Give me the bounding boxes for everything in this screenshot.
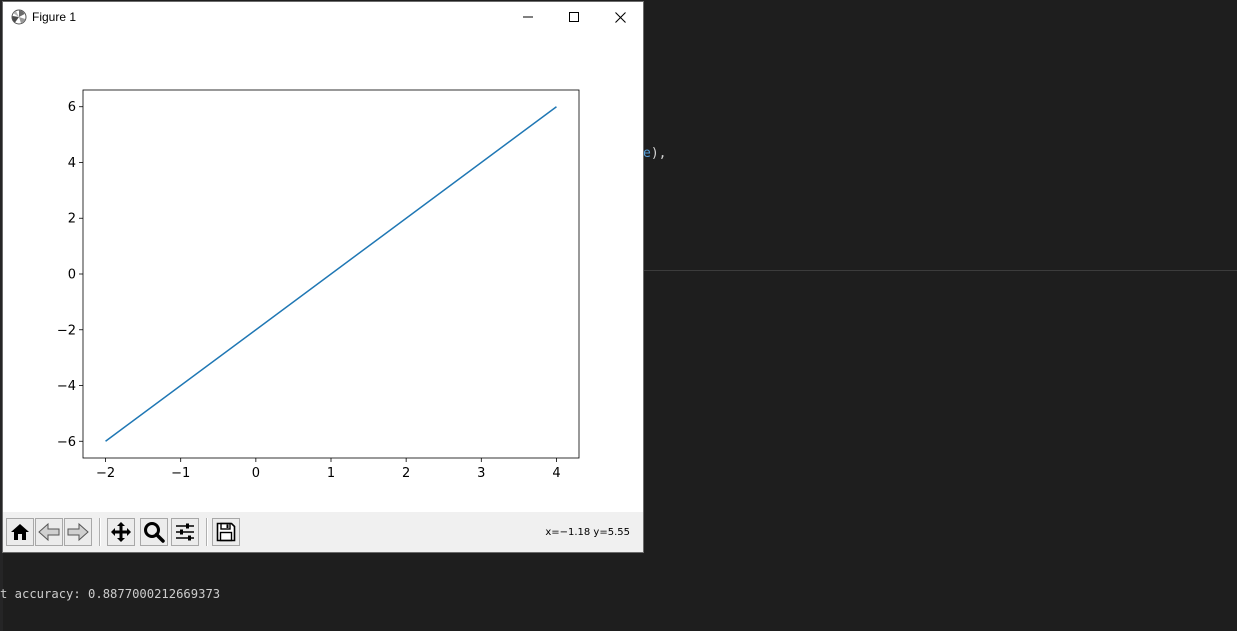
- configure-subplots-icon: [176, 523, 194, 541]
- minimize-icon: [523, 16, 533, 18]
- window-titlebar[interactable]: Figure 1: [3, 2, 643, 32]
- save-button[interactable]: [212, 518, 240, 546]
- maximize-button[interactable]: [551, 2, 597, 32]
- x-tick-label: 4: [552, 466, 560, 481]
- x-tick-label: 0: [252, 466, 260, 481]
- x-tick-label: −1: [171, 466, 190, 481]
- y-tick-label: 6: [68, 100, 76, 115]
- terminal-panel[interactable]: t accuracy: 0.8877000212669373 C:\Users\…: [0, 552, 1237, 631]
- x-tick-label: 3: [477, 466, 485, 481]
- x-axis: −2 −1 0 1 2 3 4: [96, 458, 561, 481]
- figure-canvas[interactable]: −2 −1 0 1 2 3 4 −6 −4 −2 0 2 4 6: [3, 32, 643, 512]
- minimize-button[interactable]: [505, 2, 551, 32]
- pan-button[interactable]: [107, 518, 135, 546]
- editor-left-gutter: [0, 0, 3, 631]
- home-icon: [11, 524, 29, 540]
- y-tick-label: −2: [57, 323, 76, 338]
- panel-divider[interactable]: [643, 270, 1237, 271]
- y-tick-label: 4: [68, 156, 76, 171]
- y-axis: −6 −4 −2 0 2 4 6: [57, 100, 83, 450]
- line-chart[interactable]: −2 −1 0 1 2 3 4 −6 −4 −2 0 2 4 6: [3, 32, 643, 512]
- x-tick-label: 1: [327, 466, 335, 481]
- editor-code-fragment: e),: [643, 146, 666, 161]
- coordinate-readout: x=−1.18 y=5.55: [545, 527, 630, 538]
- zoom-icon: [144, 522, 165, 543]
- y-tick-label: −6: [57, 435, 76, 450]
- y-tick-label: 0: [68, 268, 76, 283]
- axes-frame: [82, 89, 580, 459]
- back-button[interactable]: [35, 518, 63, 546]
- pan-icon: [111, 522, 131, 542]
- terminal-line-accuracy: t accuracy: 0.8877000212669373: [0, 587, 221, 601]
- save-icon: [216, 522, 236, 542]
- close-icon: [614, 11, 626, 23]
- y-tick-label: 2: [68, 212, 76, 227]
- maximize-icon: [569, 12, 579, 22]
- x-tick-label: 2: [402, 466, 410, 481]
- editor-code-keyword: e: [643, 146, 651, 161]
- back-icon: [38, 522, 60, 542]
- close-button[interactable]: [597, 2, 643, 32]
- matplotlib-icon: [11, 9, 27, 25]
- figure-window[interactable]: Figure 1 −2 −1 0 1 2 3 4 −6 −4 −2: [3, 2, 643, 552]
- home-button[interactable]: [6, 518, 34, 546]
- forward-icon: [67, 522, 89, 542]
- navigation-toolbar: x=−1.18 y=5.55: [3, 512, 643, 552]
- toolbar-separator: [206, 518, 208, 546]
- x-tick-label: −2: [96, 466, 115, 481]
- window-title: Figure 1: [32, 10, 77, 24]
- y-tick-label: −4: [57, 379, 76, 394]
- forward-button[interactable]: [64, 518, 92, 546]
- series-line: [105, 106, 557, 442]
- toolbar-separator: [99, 518, 101, 546]
- zoom-button[interactable]: [140, 518, 168, 546]
- editor-code-suffix: ),: [650, 146, 667, 161]
- configure-subplots-button[interactable]: [171, 518, 199, 546]
